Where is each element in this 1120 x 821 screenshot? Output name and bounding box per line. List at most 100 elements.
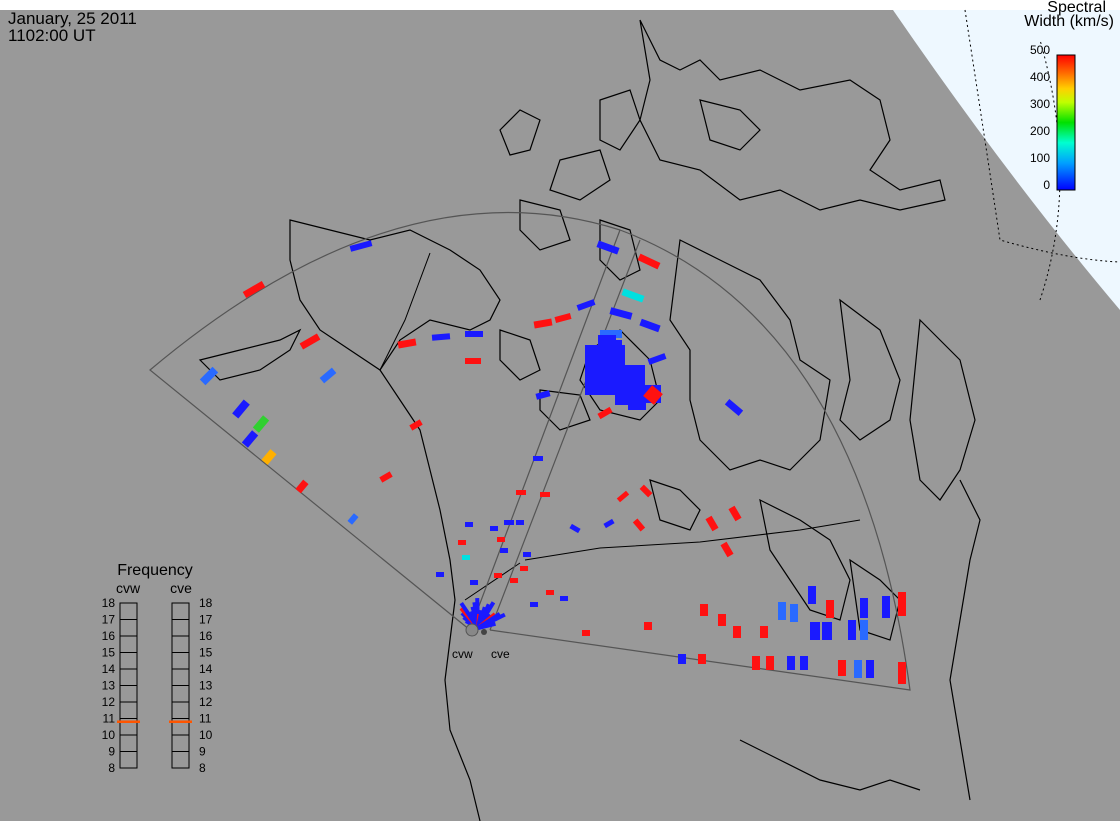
frequency-scale-right: 11 <box>199 712 212 726</box>
backscatter-cell <box>639 484 653 498</box>
backscatter-cell <box>800 656 808 670</box>
backscatter-cell <box>866 660 874 678</box>
frequency-scale-right: 17 <box>199 613 213 627</box>
backscatter-cell <box>787 656 795 670</box>
backscatter-cell <box>733 626 741 638</box>
backscatter-cell <box>299 333 321 350</box>
backscatter-cell <box>497 537 505 542</box>
backscatter-cell <box>261 449 277 465</box>
backscatter-cell <box>465 331 483 337</box>
backscatter-cell <box>554 313 572 323</box>
fov-boundary <box>149 211 911 691</box>
backscatter-cell <box>510 578 518 583</box>
backscatter-cell <box>319 367 337 384</box>
backscatter-cell <box>582 630 590 636</box>
backscatter-cell <box>678 654 686 664</box>
radar-site-label-cvw: cvw <box>452 647 473 661</box>
colorbar: 500 400 300 200 100 0 <box>1030 43 1076 192</box>
backscatter-cell <box>752 656 760 670</box>
backscatter-cell <box>644 622 652 630</box>
backscatter-cell <box>597 406 613 420</box>
colorbar-tick: 300 <box>1030 97 1050 111</box>
backscatter-cell <box>603 518 615 529</box>
top-white-strip <box>0 0 1120 10</box>
backscatter-cell <box>409 419 423 431</box>
backscatter-cells <box>199 240 906 684</box>
backscatter-cell <box>523 552 531 557</box>
backscatter-cell <box>477 621 496 630</box>
borders <box>379 252 861 601</box>
backscatter-cell <box>490 526 498 531</box>
backscatter-cell <box>860 620 868 640</box>
colorbar-title-line2: Width (km/s) <box>1024 13 1114 30</box>
frequency-scale-left: 12 <box>102 695 116 709</box>
colorbar-tick: 200 <box>1030 124 1050 138</box>
radar-site-label-cve: cve <box>491 647 510 661</box>
frequency-scale-right: 18 <box>199 596 213 610</box>
backscatter-cell <box>241 430 259 448</box>
backscatter-cell <box>898 592 906 616</box>
backscatter-cell <box>854 660 862 678</box>
backscatter-cell <box>458 540 466 545</box>
backscatter-cell <box>520 566 528 571</box>
backscatter-cell <box>718 614 726 626</box>
colorbar-tick: 100 <box>1030 151 1050 165</box>
backscatter-cell <box>790 604 798 622</box>
backscatter-cell <box>808 586 816 604</box>
backscatter-cell <box>826 600 834 618</box>
frequency-scale-left: 9 <box>108 745 115 759</box>
backscatter-cell <box>546 590 554 595</box>
backscatter-cell <box>500 548 508 553</box>
frequency-scale-left: 15 <box>102 646 116 660</box>
backscatter-cell <box>535 390 551 400</box>
colorbar-tick: 500 <box>1030 43 1050 57</box>
backscatter-cell <box>882 596 890 618</box>
frequency-scale-left: 13 <box>102 679 116 693</box>
backscatter-cell <box>516 520 524 525</box>
backscatter-cell <box>397 338 417 349</box>
backscatter-cell <box>462 555 470 560</box>
frequency-scale-left: 16 <box>102 629 116 643</box>
frequency-scale-right: 15 <box>199 646 213 660</box>
frequency-scale-left: 11 <box>103 712 116 726</box>
backscatter-cell <box>647 353 667 365</box>
backscatter-cell <box>698 654 706 664</box>
backscatter-cell <box>760 626 768 638</box>
backscatter-cell <box>637 253 661 270</box>
backscatter-cell <box>530 602 538 607</box>
frequency-radar-label-cve: cve <box>170 580 192 596</box>
backscatter-cell <box>724 399 744 416</box>
backscatter-cell <box>838 660 846 676</box>
backscatter-cell <box>848 620 856 640</box>
backscatter-cell <box>199 366 219 386</box>
frequency-panel: Frequency cvw cve 18 18 17 17 16 16 15 15 14 14 13… <box>102 562 213 775</box>
backscatter-cell <box>431 333 451 341</box>
backscatter-cell <box>639 318 661 333</box>
frequency-radar-label-cvw: cvw <box>116 580 141 596</box>
frequency-scale-left: 14 <box>102 662 116 676</box>
backscatter-cell <box>822 622 832 640</box>
backscatter-cell <box>347 513 359 525</box>
backscatter-cell <box>576 299 596 311</box>
frequency-scale-right: 12 <box>199 695 213 709</box>
frequency-scale-right: 14 <box>199 662 213 676</box>
backscatter-cell <box>778 602 786 620</box>
backscatter-cell <box>643 385 663 405</box>
latitude-circle <box>964 9 1120 263</box>
backscatter-cell <box>540 492 550 497</box>
backscatter-cell <box>898 662 906 684</box>
backscatter-cell <box>700 604 708 616</box>
backscatter-cell <box>436 572 444 577</box>
backscatter-cell <box>379 471 393 483</box>
backscatter-cell <box>810 622 820 640</box>
frequency-title: Frequency <box>117 562 193 579</box>
backscatter-cell <box>242 280 266 299</box>
backscatter-cell <box>560 596 568 601</box>
backscatter-cell <box>494 573 502 578</box>
frequency-scale-right: 9 <box>199 745 206 759</box>
backscatter-cell <box>470 580 478 585</box>
frequency-grid: 18 18 17 17 16 16 15 15 14 14 13 13 12 12 11 11 10 10 9 9 8 8 <box>102 596 213 775</box>
